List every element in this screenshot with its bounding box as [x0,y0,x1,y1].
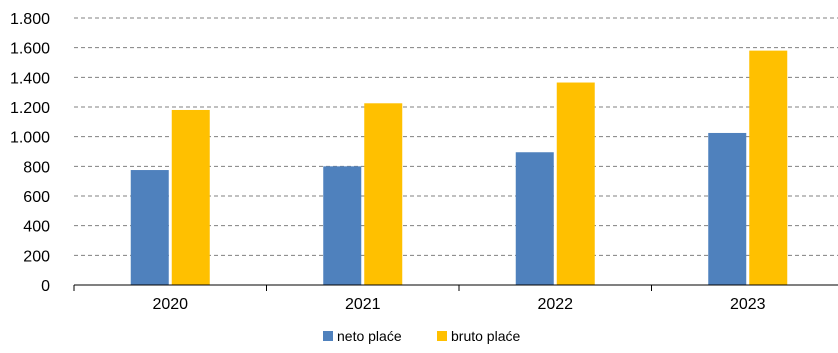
x-tick-label: 2022 [537,296,573,313]
legend-label-neto: neto plaće [337,328,402,344]
y-tick-label: 0 [41,278,50,295]
y-tick-label: 1.600 [10,41,50,58]
bar-bruto-2020 [171,109,210,285]
y-tick-label: 1.200 [10,100,50,117]
legend: neto plaće bruto plaće [323,328,520,344]
legend-swatch-neto [323,331,333,341]
bar-neto-2022 [515,152,554,285]
y-axis-tick-labels: 0 200 400 600 800 1.000 1.200 1.400 1.600 1.800 [10,11,50,295]
bar-neto-2020 [130,170,169,285]
legend-label-bruto: bruto plaće [451,328,520,344]
bar-bruto-2023 [749,50,788,286]
y-tick-label: 400 [23,219,50,236]
bar-bruto-2021 [364,103,403,286]
y-tick-label: 800 [23,159,50,176]
legend-swatch-bruto [437,331,447,341]
x-axis-tick-labels: 2020 2021 2022 2023 [152,296,765,313]
x-tick-label: 2020 [152,296,188,313]
bar-neto-2021 [323,166,362,285]
y-tick-label: 1.000 [10,130,50,147]
x-tick-label: 2023 [730,296,766,313]
bar-neto-2023 [708,132,747,285]
x-tick-label: 2021 [345,296,381,313]
bars [130,50,788,286]
x-axis-ticks [73,285,652,291]
y-tick-label: 1.800 [10,11,50,28]
y-tick-label: 1.400 [10,70,50,87]
y-tick-label: 600 [23,189,50,206]
bar-bruto-2022 [556,82,595,286]
y-tick-label: 200 [23,248,50,265]
